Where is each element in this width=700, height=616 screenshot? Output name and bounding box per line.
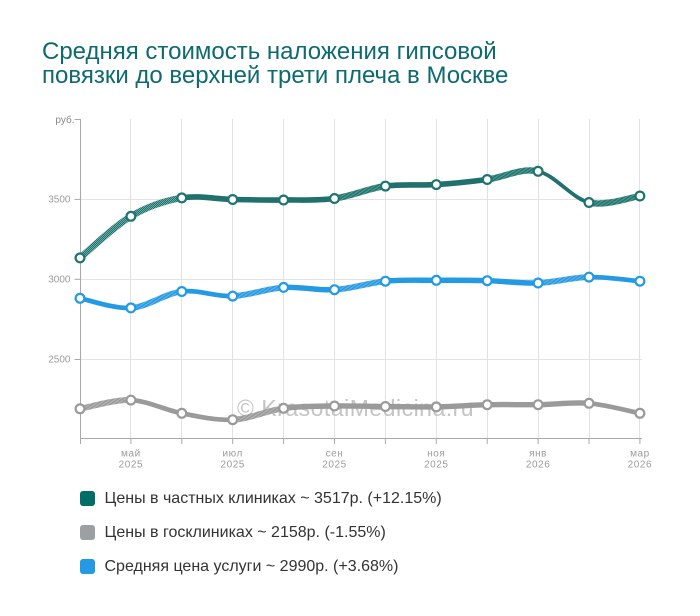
svg-text:2025: 2025 <box>322 460 346 471</box>
svg-text:2026: 2026 <box>526 460 550 471</box>
svg-text:3500: 3500 <box>48 195 71 206</box>
svg-text:2500: 2500 <box>48 355 71 366</box>
svg-text:2025: 2025 <box>119 460 143 471</box>
svg-text:2025: 2025 <box>220 460 244 471</box>
svg-text:3000: 3000 <box>48 275 71 286</box>
svg-text:сен: сен <box>326 448 344 459</box>
svg-text:май: май <box>121 448 141 459</box>
svg-text:янв: янв <box>529 448 547 459</box>
svg-text:июл: июл <box>223 448 243 459</box>
svg-text:ноя: ноя <box>427 448 445 459</box>
svg-text:мар: мар <box>630 448 650 459</box>
svg-text:2026: 2026 <box>628 460 652 471</box>
svg-text:2025: 2025 <box>424 460 448 471</box>
svg-text:руб.: руб. <box>55 114 74 126</box>
